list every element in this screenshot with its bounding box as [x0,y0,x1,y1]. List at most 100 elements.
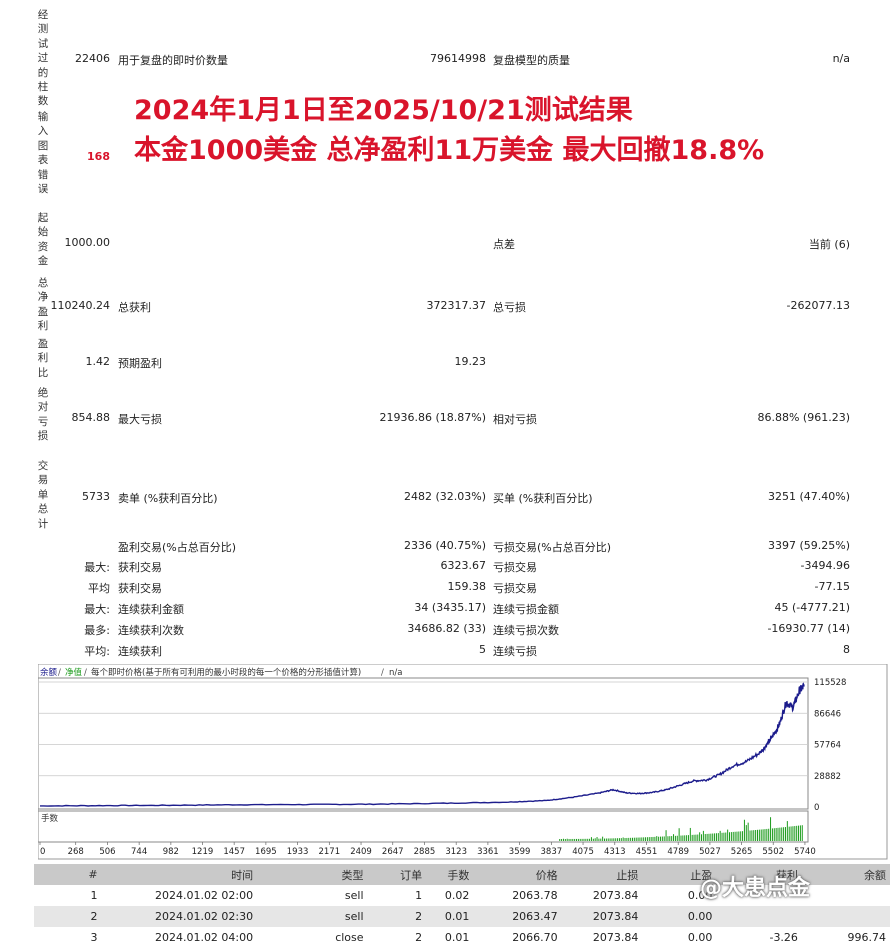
x-tick-label: 3123 [445,847,467,857]
stat-row-label: 连续获利次数 [118,624,184,637]
table-header-cell[interactable]: 订单 [367,864,427,885]
x-tick-label: 268 [68,847,84,857]
y-tick-label: 115528 [814,678,846,688]
short-positions-label: 卖单 (%获利百分比) [118,492,218,505]
loss-trades-value: 3397 (59.25%) [767,539,850,552]
legend-description: 每个即时价格(基于所有可利用的最小时段的每一个价格的分形插值计算) [91,667,361,678]
balance-line [40,682,805,807]
gross-profit-label: 总获利 [118,301,151,314]
table-header-cell[interactable]: 余额 [801,864,890,885]
table-header-cell[interactable]: 时间 [101,864,258,885]
y-tick-label: 28882 [814,772,841,782]
vertical-label: 经测试过的柱数 [37,9,49,108]
table-cell: 0.01 [444,931,470,944]
net-profit-value: 110240.24 [50,299,111,312]
table-cell: 2066.70 [512,931,558,944]
x-tick-label: 1933 [287,847,309,857]
stat-row-value: 8 [843,643,850,656]
vertical-label: 输入图表错误 [37,111,49,196]
x-tick-label: 2171 [318,847,340,857]
chart-errors-value: 168 [87,150,110,163]
bars-tested-value: 22406 [75,52,110,65]
max-drawdown-value: 21936.86 (18.87%) [379,411,486,424]
relative-drawdown-label: 相对亏损 [493,413,537,426]
table-header-cell[interactable]: 类型 [257,864,368,885]
table-cell: 2024.01.02 02:30 [101,906,258,927]
model-quality-label: 复盘模型的质量 [493,54,570,67]
stat-row-label: 获利交易 [118,582,162,595]
spread-value: 当前 (6) [808,238,850,251]
table-cell: sell [344,889,364,902]
x-tick-label: 1695 [255,847,277,857]
table-header-cell[interactable]: 手数 [426,864,474,885]
gross-loss-value: -262077.13 [786,299,850,312]
gross-loss-label: 总亏损 [493,301,526,314]
table-cell: -3.26 [769,931,798,944]
x-tick-label: 744 [131,847,147,857]
table-cell: 0.01 [426,906,474,927]
legend-separator: / [58,668,61,678]
stat-row-label: 连续亏损金额 [493,603,559,616]
stat-row-prefix: 平均: [84,645,110,658]
long-positions-label: 买单 (%获利百分比) [493,492,593,505]
stat-row-label: 连续获利 [118,645,162,658]
stat-row-prefix: 最大: [84,603,110,616]
x-tick-label: 982 [163,847,179,857]
table-row[interactable]: 2 2024.01.02 02:30 sell 2 0.01 2063.47 2073.84… [34,906,890,927]
x-tick-label: 2409 [350,847,372,857]
max-drawdown-label: 最大亏损 [118,413,162,426]
stat-row-label: 连续获利金额 [118,603,184,616]
loss-trades-label: 亏损交易(%占总百分比) [493,541,612,554]
stat-row-value: -3494.96 [800,559,850,572]
y-tick-label: 86646 [814,709,841,719]
total-trades-value: 5733 [82,490,110,503]
stat-row-value: 34686.82 (33) [407,622,486,635]
table-cell: 0.00 [687,931,713,944]
watermark: @大患点金 [700,876,811,901]
spread-label: 点差 [493,238,515,251]
stat-row-prefix: 平均 [88,582,110,595]
table-header-cell[interactable]: 止盈 [642,864,717,885]
vertical-label: 交易单总计 [37,460,49,530]
table-header-cell[interactable]: 获利 [716,864,802,885]
y-tick-label: 57764 [814,741,841,751]
x-tick-label: 3599 [509,847,531,857]
table-cell [716,906,802,927]
x-tick-label: 4789 [667,847,689,857]
balance-chart: 余额 / 净值 / 每个即时价格(基于所有可利用的最小时段的每一个价格的分形插值计算) /… [37,663,888,860]
table-row[interactable]: 3 2024.01.02 04:00 close 2 0.01 2066.70 2073.8… [34,927,890,948]
absolute-drawdown-value: 854.88 [71,411,111,424]
model-quality-value: n/a [832,52,850,65]
x-tick-label: 3837 [541,847,563,857]
legend-separator: / [84,668,87,678]
table-cell: sell [257,906,368,927]
table-header-cell[interactable]: # [34,864,102,885]
table-cell: 0.00 [687,889,713,902]
table-row[interactable]: 1 2024.01.02 02:00 sell 1 0.02 2063.78 2073.84… [34,885,890,906]
table-cell: close [335,931,364,944]
x-tick-label: 5740 [794,847,816,857]
stat-row-value: 45 (-4777.21) [774,601,850,614]
stat-row-label: 获利交易 [118,561,162,574]
x-tick-label: 3361 [477,847,499,857]
table-cell: 2063.47 [473,906,562,927]
legend-balance: 余额 [40,667,58,678]
balance-chart-svg: 余额 / 净值 / 每个即时价格(基于所有可利用的最小时段的每一个价格的分形插值计算) /… [37,663,888,860]
table-header-cell[interactable]: 止损 [561,864,643,885]
legend-na: n/a [389,668,402,678]
vertical-label: 起始资金 [37,212,49,268]
stat-row-label: 连续亏损次数 [493,624,559,637]
table-cell: 3 [90,931,98,944]
vertical-label: 盈利比 [37,338,49,379]
table-cell: 1 [415,889,423,902]
stat-row-value: 34 (3435.17) [414,601,486,614]
stat-row-value: -77.15 [814,580,850,593]
profit-factor-value: 1.42 [85,355,111,368]
stat-row-prefix: 最多: [84,624,110,637]
stat-row-prefix: 最大: [84,561,110,574]
main-plot-frame [37,677,809,810]
headline-line-1: 2024年1月1日至2025/10/21测试结果 [134,95,633,126]
stat-row-value: 159.38 [447,580,487,593]
table-header-cell[interactable]: 价格 [473,864,562,885]
x-tick-label: 506 [99,847,115,857]
